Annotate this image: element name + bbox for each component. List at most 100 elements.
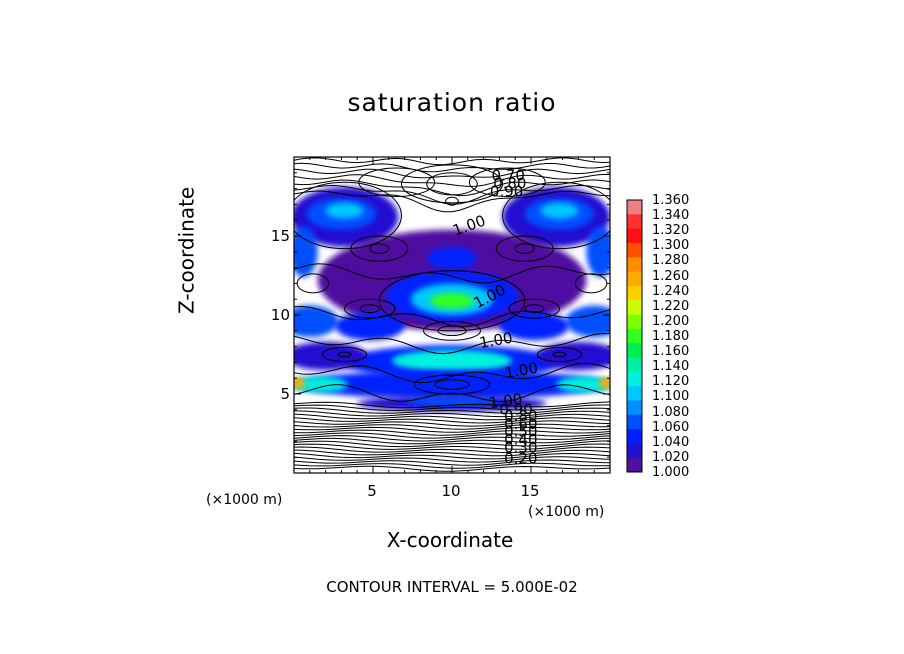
colorbar-label: 1.320 — [652, 223, 690, 239]
contour-line — [294, 362, 610, 384]
contour-line — [294, 459, 610, 466]
colorbar-label: 1.160 — [652, 344, 690, 360]
colorbar-swatch — [627, 271, 642, 287]
contour-line — [294, 404, 610, 412]
contour-label: 0.70 — [492, 167, 525, 185]
contour-line — [294, 426, 610, 433]
y-tick-label: 10 — [270, 306, 290, 324]
field-region — [426, 247, 478, 270]
contour-line — [294, 162, 610, 173]
contour-line — [358, 167, 436, 197]
colorbar — [626, 199, 643, 473]
colorbar-swatch — [627, 228, 642, 244]
contour-line — [294, 443, 610, 450]
contour-line — [294, 305, 610, 328]
colorbar-label: 1.220 — [652, 298, 690, 314]
contour-line — [294, 440, 610, 448]
colorbar-swatch — [627, 343, 642, 358]
colorbar-label: 1.280 — [652, 253, 690, 269]
contour-line — [296, 273, 330, 294]
colorbar-label: 1.020 — [652, 449, 690, 465]
axis-ticks — [294, 157, 610, 473]
field-region — [294, 377, 306, 389]
contour-line — [294, 401, 610, 409]
contour-line — [294, 407, 610, 414]
field-region — [598, 377, 610, 389]
x-unit-label-right: (×1000 m) — [528, 504, 605, 520]
contour-line — [294, 446, 610, 454]
contour-line — [294, 417, 610, 424]
contour-label: 0.20 — [504, 450, 537, 468]
field-region — [586, 226, 610, 278]
contour-line — [294, 384, 610, 403]
colorbar-swatch — [627, 257, 642, 273]
colorbar-swatch — [627, 328, 642, 344]
colorbar-label: 1.000 — [652, 465, 690, 480]
contour-label: 1.00 — [503, 359, 539, 383]
field-region — [537, 341, 610, 371]
contour-line — [423, 320, 481, 341]
contour-line — [294, 432, 610, 439]
contour-line — [294, 332, 610, 355]
colorbar-label: 1.140 — [652, 359, 690, 375]
colorbar-swatch — [627, 443, 642, 459]
colorbar-label: 1.360 — [652, 193, 690, 208]
contour-line — [294, 184, 610, 205]
field-region — [294, 370, 610, 399]
field-region — [499, 311, 569, 341]
contour-line — [294, 456, 610, 463]
contour-line — [294, 429, 610, 436]
contour-label: 1.00 — [488, 390, 524, 412]
contour-line — [337, 351, 352, 358]
contour-label: 0.50 — [504, 423, 537, 441]
contour-label: 1.00 — [478, 329, 514, 353]
contour-line — [294, 437, 610, 445]
y-tick-label: 5 — [280, 385, 290, 403]
field-region — [429, 292, 475, 309]
colorbar-label: 1.300 — [652, 238, 690, 254]
x-unit-label-left: (×1000 m) — [206, 492, 283, 508]
contour-line — [294, 174, 610, 187]
colorbar-frame — [626, 199, 643, 473]
colorbar-label: 1.340 — [652, 208, 690, 224]
colorbar-label: 1.040 — [652, 434, 690, 450]
colorbar-label: 1.240 — [652, 283, 690, 299]
contour-label: 0.90 — [499, 401, 532, 419]
contour-line — [508, 298, 560, 319]
contour-line — [321, 346, 368, 363]
contour-line — [294, 449, 610, 457]
contour-line — [445, 196, 459, 206]
y-axis-label: Z-coordinate — [174, 186, 199, 314]
colorbar-swatch — [627, 414, 642, 430]
contour-line — [378, 270, 526, 332]
contour-line — [294, 190, 610, 213]
field-region — [325, 202, 364, 219]
field-region — [294, 376, 348, 393]
contour-line — [468, 167, 546, 197]
field-region — [335, 311, 405, 341]
contour-line — [294, 435, 610, 442]
contour-interval-note: CONTOUR INTERVAL = 5.000E-02 — [326, 578, 578, 596]
colorbar-swatch — [627, 200, 642, 215]
chart-title: saturation ratio — [347, 88, 557, 117]
contour-line — [294, 452, 610, 460]
contour-line — [552, 351, 567, 358]
colorbar-label: 1.120 — [652, 374, 690, 390]
colorbar-swatch — [627, 457, 642, 473]
colorbar-swatch — [627, 242, 642, 258]
colorbar-swatch — [627, 400, 642, 416]
contour-line — [514, 243, 535, 254]
contour-line — [369, 243, 390, 254]
colorbar-label: 1.260 — [652, 268, 690, 284]
colorbar-swatch — [627, 314, 642, 330]
field-region — [294, 341, 367, 371]
colorbar-label: 1.080 — [652, 404, 690, 420]
contour-line — [524, 304, 545, 314]
contour-line — [294, 420, 610, 427]
x-axis-label: X-coordinate — [386, 528, 514, 552]
contour-line — [294, 410, 610, 418]
contour-label: 0.90 — [490, 183, 523, 201]
colorbar-swatch — [627, 214, 642, 230]
x-tick-label: 10 — [441, 482, 461, 500]
colorbar-label: 1.180 — [652, 329, 690, 344]
